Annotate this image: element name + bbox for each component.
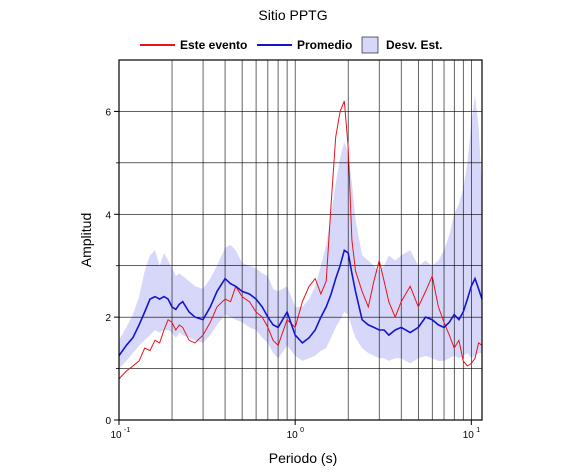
x-tick-label: 10 (110, 430, 122, 441)
y-tick-label: 6 (105, 107, 111, 118)
legend-mean-label: Promedio (297, 38, 352, 52)
plot-frame (118, 59, 483, 421)
legend-event-label: Este evento (180, 38, 247, 52)
legend: Este evento Promedio Desv. Est. (140, 36, 442, 54)
legend-band-label: Desv. Est. (386, 38, 442, 52)
x-tick-exponent: 0 (300, 427, 304, 434)
series-event-line (118, 100, 483, 380)
x-tick-exponent: -1 (124, 427, 130, 434)
x-axis-label: Periodo (s) (269, 450, 337, 466)
series-mean-line (118, 249, 483, 357)
legend-band-swatch (361, 36, 379, 54)
y-axis-label: Amplitud (78, 213, 94, 267)
x-tick-exponent: 1 (476, 427, 480, 434)
y-tick-label: 0 (105, 416, 111, 427)
chart-title: Sitio PPTG (258, 7, 327, 23)
std-dev-band (119, 96, 482, 369)
x-tick-label: 10 (463, 430, 475, 441)
y-tick-label: 4 (105, 210, 111, 221)
x-tick-label: 10 (287, 430, 299, 441)
y-tick-label: 2 (105, 313, 111, 324)
